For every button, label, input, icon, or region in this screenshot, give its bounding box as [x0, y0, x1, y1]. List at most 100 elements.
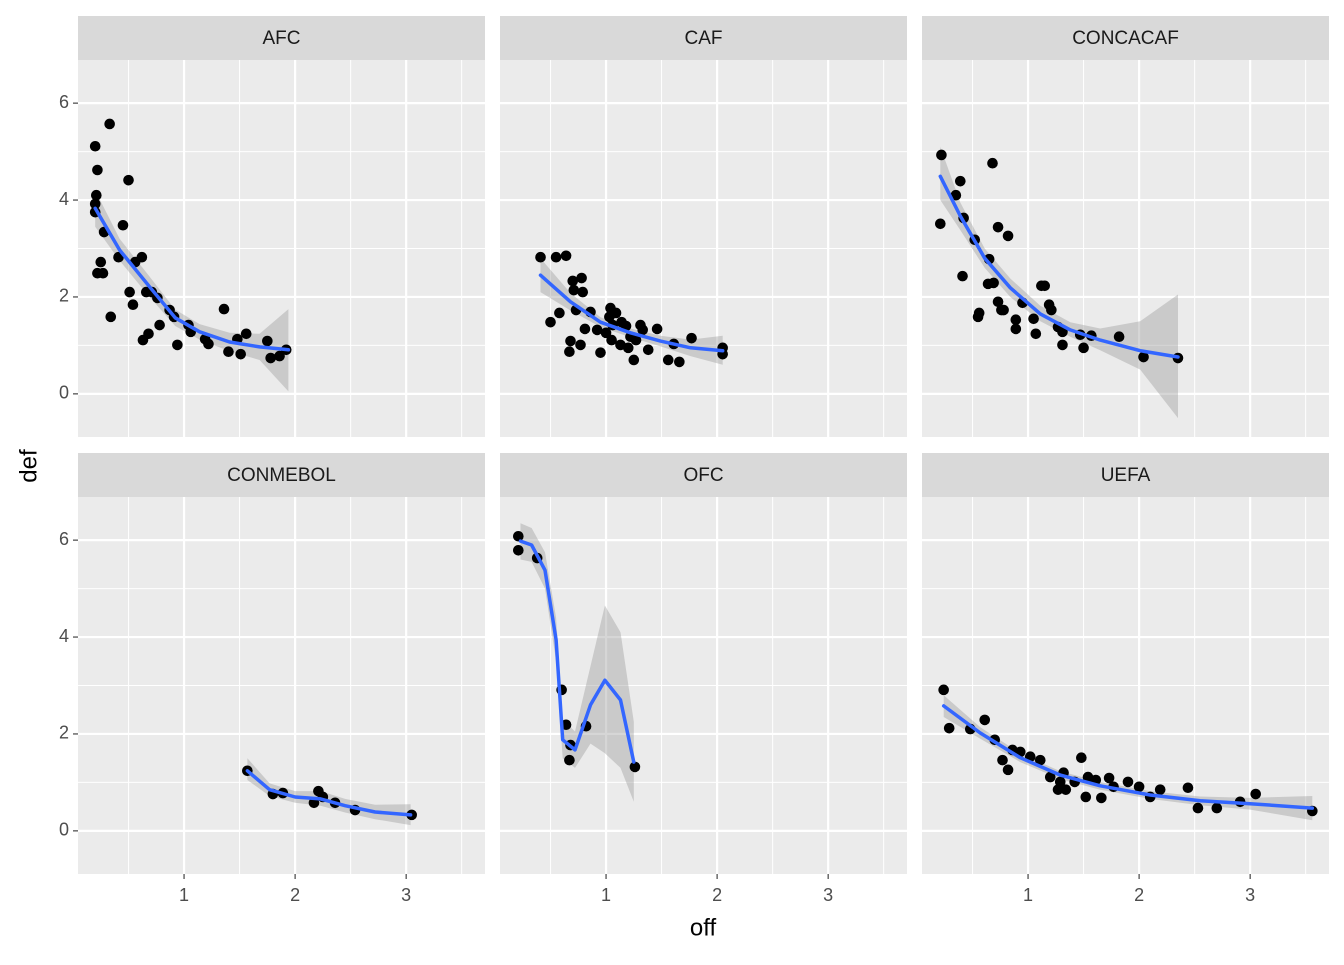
confidence-band	[540, 258, 723, 365]
point	[992, 296, 1004, 308]
point	[637, 324, 648, 336]
point	[1133, 781, 1145, 793]
x-tick-label: 3	[1245, 885, 1255, 905]
point	[1096, 792, 1107, 804]
point	[265, 352, 276, 364]
point	[123, 174, 134, 186]
y-tick-label: 2	[59, 723, 69, 743]
point	[550, 251, 562, 263]
strip-label: CONMEBOL	[227, 465, 336, 486]
point	[579, 323, 591, 335]
point	[988, 277, 999, 289]
point	[628, 354, 640, 366]
point	[545, 316, 556, 328]
point	[104, 118, 115, 130]
strip	[500, 16, 907, 60]
strip-label: UEFA	[1101, 465, 1151, 486]
x-axis-title: off	[690, 914, 717, 941]
point	[997, 754, 1008, 766]
point	[577, 286, 589, 298]
point	[629, 761, 641, 773]
y-axis-title: def	[15, 449, 42, 483]
point	[97, 267, 109, 279]
point	[576, 272, 587, 284]
point	[943, 722, 955, 734]
strip	[922, 453, 1329, 497]
strip	[922, 16, 1329, 60]
point	[1080, 791, 1092, 803]
point	[992, 221, 1004, 233]
point	[262, 335, 273, 347]
point	[89, 198, 101, 210]
y-tick-label: 2	[59, 286, 69, 306]
strip	[78, 16, 485, 60]
point	[972, 311, 984, 323]
point	[1154, 784, 1166, 795]
point	[124, 286, 135, 298]
y-tick-label: 4	[59, 626, 69, 646]
point	[591, 324, 603, 336]
point	[651, 323, 663, 335]
point	[935, 218, 946, 230]
strip-label: OFC	[683, 465, 723, 486]
point	[1057, 326, 1068, 338]
smooth-line	[538, 273, 725, 353]
x-tick-label: 3	[823, 885, 833, 905]
point	[979, 714, 991, 726]
point	[564, 346, 575, 358]
x-tick-label: 2	[712, 885, 722, 905]
point	[91, 189, 102, 201]
strip-label: CAF	[685, 28, 723, 49]
point	[686, 332, 697, 344]
point	[1060, 784, 1072, 795]
x-tick-label: 2	[1134, 885, 1144, 905]
point	[1044, 771, 1056, 783]
point	[223, 346, 234, 358]
point	[1002, 764, 1014, 776]
point	[1010, 323, 1022, 335]
point	[1113, 331, 1125, 342]
point	[1182, 782, 1194, 794]
y-tick-label: 4	[59, 189, 69, 209]
x-tick-label: 1	[179, 885, 189, 905]
point	[610, 307, 622, 319]
x-tick-label: 1	[1023, 885, 1033, 905]
smooth-line	[245, 769, 413, 817]
confidence-band	[940, 146, 1178, 419]
point	[938, 684, 949, 696]
point	[535, 251, 546, 263]
point	[674, 356, 685, 368]
point	[92, 164, 103, 176]
point	[1122, 776, 1134, 788]
point	[513, 545, 524, 556]
point	[987, 157, 998, 169]
point	[662, 354, 674, 366]
point	[1002, 230, 1014, 242]
strip	[500, 453, 907, 497]
smooth-line	[93, 206, 291, 352]
strip	[78, 453, 485, 497]
point	[513, 530, 524, 542]
point	[1250, 788, 1262, 800]
point	[1103, 772, 1115, 784]
point	[1030, 328, 1042, 340]
point	[137, 334, 149, 346]
point	[1192, 802, 1204, 814]
point	[1078, 342, 1089, 354]
point	[274, 350, 285, 362]
point	[240, 328, 252, 340]
smooth-line	[518, 539, 636, 764]
point	[642, 344, 654, 356]
point	[1054, 776, 1066, 788]
point	[1028, 313, 1039, 325]
point	[595, 347, 606, 358]
point	[950, 189, 962, 201]
point	[565, 335, 576, 347]
x-tick-label: 1	[601, 885, 611, 905]
x-tick-label: 2	[290, 885, 300, 905]
point	[235, 348, 246, 360]
point	[957, 270, 968, 282]
point	[117, 219, 129, 231]
